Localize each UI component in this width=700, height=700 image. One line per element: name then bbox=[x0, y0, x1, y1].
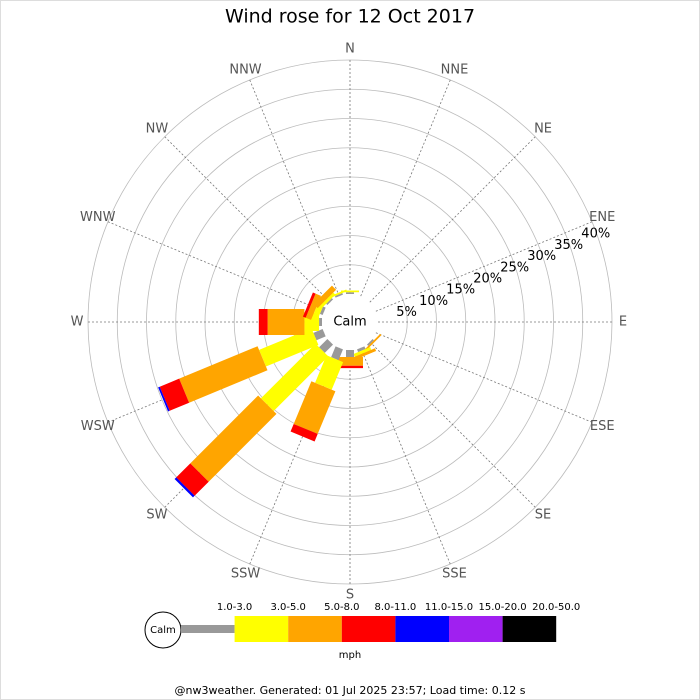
direction-label: NNW bbox=[229, 62, 261, 77]
bar-segment bbox=[267, 309, 305, 335]
bar-segment bbox=[331, 346, 343, 361]
spoke bbox=[249, 79, 340, 297]
ring-label: 20% bbox=[473, 271, 502, 286]
unit-label: mph bbox=[339, 650, 361, 661]
legend-swatch bbox=[449, 616, 503, 642]
direction-label: ESE bbox=[590, 419, 615, 434]
direction-label: SE bbox=[535, 508, 551, 523]
ring-label: 35% bbox=[554, 238, 583, 253]
ring-label: 15% bbox=[446, 283, 475, 298]
direction-label: W bbox=[71, 315, 84, 330]
legend-label: 20.0-50.0 bbox=[532, 602, 580, 613]
direction-label: NW bbox=[146, 121, 169, 136]
bar-segment bbox=[179, 346, 268, 403]
ring bbox=[146, 118, 554, 526]
bar-segment bbox=[319, 306, 326, 315]
bar-segment bbox=[313, 329, 326, 341]
calm-circle bbox=[325, 297, 375, 347]
bar-segment bbox=[334, 292, 343, 298]
legend-swatch bbox=[395, 616, 449, 642]
calm-label: Calm bbox=[333, 315, 366, 330]
bar-segment bbox=[346, 292, 354, 294]
footer: @nw3weather. Generated: 01 Jul 2025 23:5… bbox=[175, 684, 526, 697]
bar-segment bbox=[319, 318, 322, 326]
bar-segment bbox=[293, 381, 336, 434]
legend-swatch bbox=[181, 625, 235, 633]
bar-segment bbox=[158, 386, 170, 412]
legend-swatch bbox=[502, 616, 557, 642]
ring-label: 40% bbox=[581, 227, 610, 242]
bar-segment bbox=[159, 378, 190, 411]
bar-segment bbox=[260, 343, 329, 412]
bar-segment bbox=[337, 357, 363, 366]
bar-segment bbox=[353, 347, 372, 357]
direction-label: NNE bbox=[441, 62, 469, 77]
direction-label: SSW bbox=[231, 567, 261, 582]
bar-segment bbox=[290, 423, 318, 442]
legend-swatch bbox=[288, 616, 342, 642]
bar-segment bbox=[305, 293, 321, 320]
direction-label: N bbox=[345, 42, 355, 57]
bar-segment bbox=[315, 355, 344, 390]
direction-label: NE bbox=[534, 121, 552, 136]
legend-label: 8.0-11.0 bbox=[375, 602, 417, 613]
spoke bbox=[369, 136, 536, 303]
direction-label: SW bbox=[146, 508, 167, 523]
bar-segment bbox=[313, 285, 337, 309]
bar-segment bbox=[319, 338, 334, 353]
spoke bbox=[249, 347, 340, 565]
bar-segment bbox=[259, 328, 319, 367]
direction-label: ENE bbox=[589, 210, 615, 225]
spoke bbox=[360, 79, 451, 297]
direction-label: SSE bbox=[442, 567, 467, 582]
legend-label: 5.0-8.0 bbox=[324, 602, 359, 613]
ring-label: 10% bbox=[419, 294, 448, 309]
direction-label: WNW bbox=[80, 210, 116, 225]
spoke bbox=[164, 136, 331, 303]
spoke bbox=[369, 341, 536, 508]
bar-segment bbox=[329, 289, 347, 298]
chart-title: Wind rose for 12 Oct 2017 bbox=[225, 6, 475, 28]
ring-label: 5% bbox=[396, 305, 417, 320]
legend-swatch bbox=[234, 616, 289, 642]
bar-segment bbox=[190, 395, 277, 482]
bar-segment bbox=[302, 292, 316, 318]
bar-segment bbox=[346, 350, 354, 358]
ring bbox=[233, 205, 467, 439]
direction-label: WSW bbox=[81, 419, 115, 434]
bar-segment bbox=[337, 365, 363, 369]
bar-segment bbox=[174, 477, 195, 498]
legend-calm-label: Calm bbox=[150, 625, 176, 636]
direction-label: S bbox=[346, 588, 354, 603]
spoke bbox=[375, 332, 593, 423]
bar-segment bbox=[258, 309, 268, 335]
legend-label: 11.0-15.0 bbox=[425, 602, 473, 613]
bar-segment bbox=[366, 338, 374, 346]
ring-label: 30% bbox=[527, 249, 556, 264]
spoke bbox=[107, 221, 325, 312]
bar-segment bbox=[326, 298, 334, 306]
spoke bbox=[360, 347, 451, 565]
legend-swatch bbox=[341, 616, 396, 642]
spoke bbox=[375, 221, 593, 312]
ring bbox=[175, 147, 525, 497]
legend-label: 1.0-3.0 bbox=[217, 602, 252, 613]
ring-label: 25% bbox=[500, 260, 529, 275]
legend-label: 15.0-20.0 bbox=[479, 602, 527, 613]
bar-segment bbox=[357, 346, 366, 353]
bar-segment bbox=[176, 463, 209, 496]
legend-label: 3.0-5.0 bbox=[270, 602, 305, 613]
direction-label: E bbox=[619, 315, 627, 330]
